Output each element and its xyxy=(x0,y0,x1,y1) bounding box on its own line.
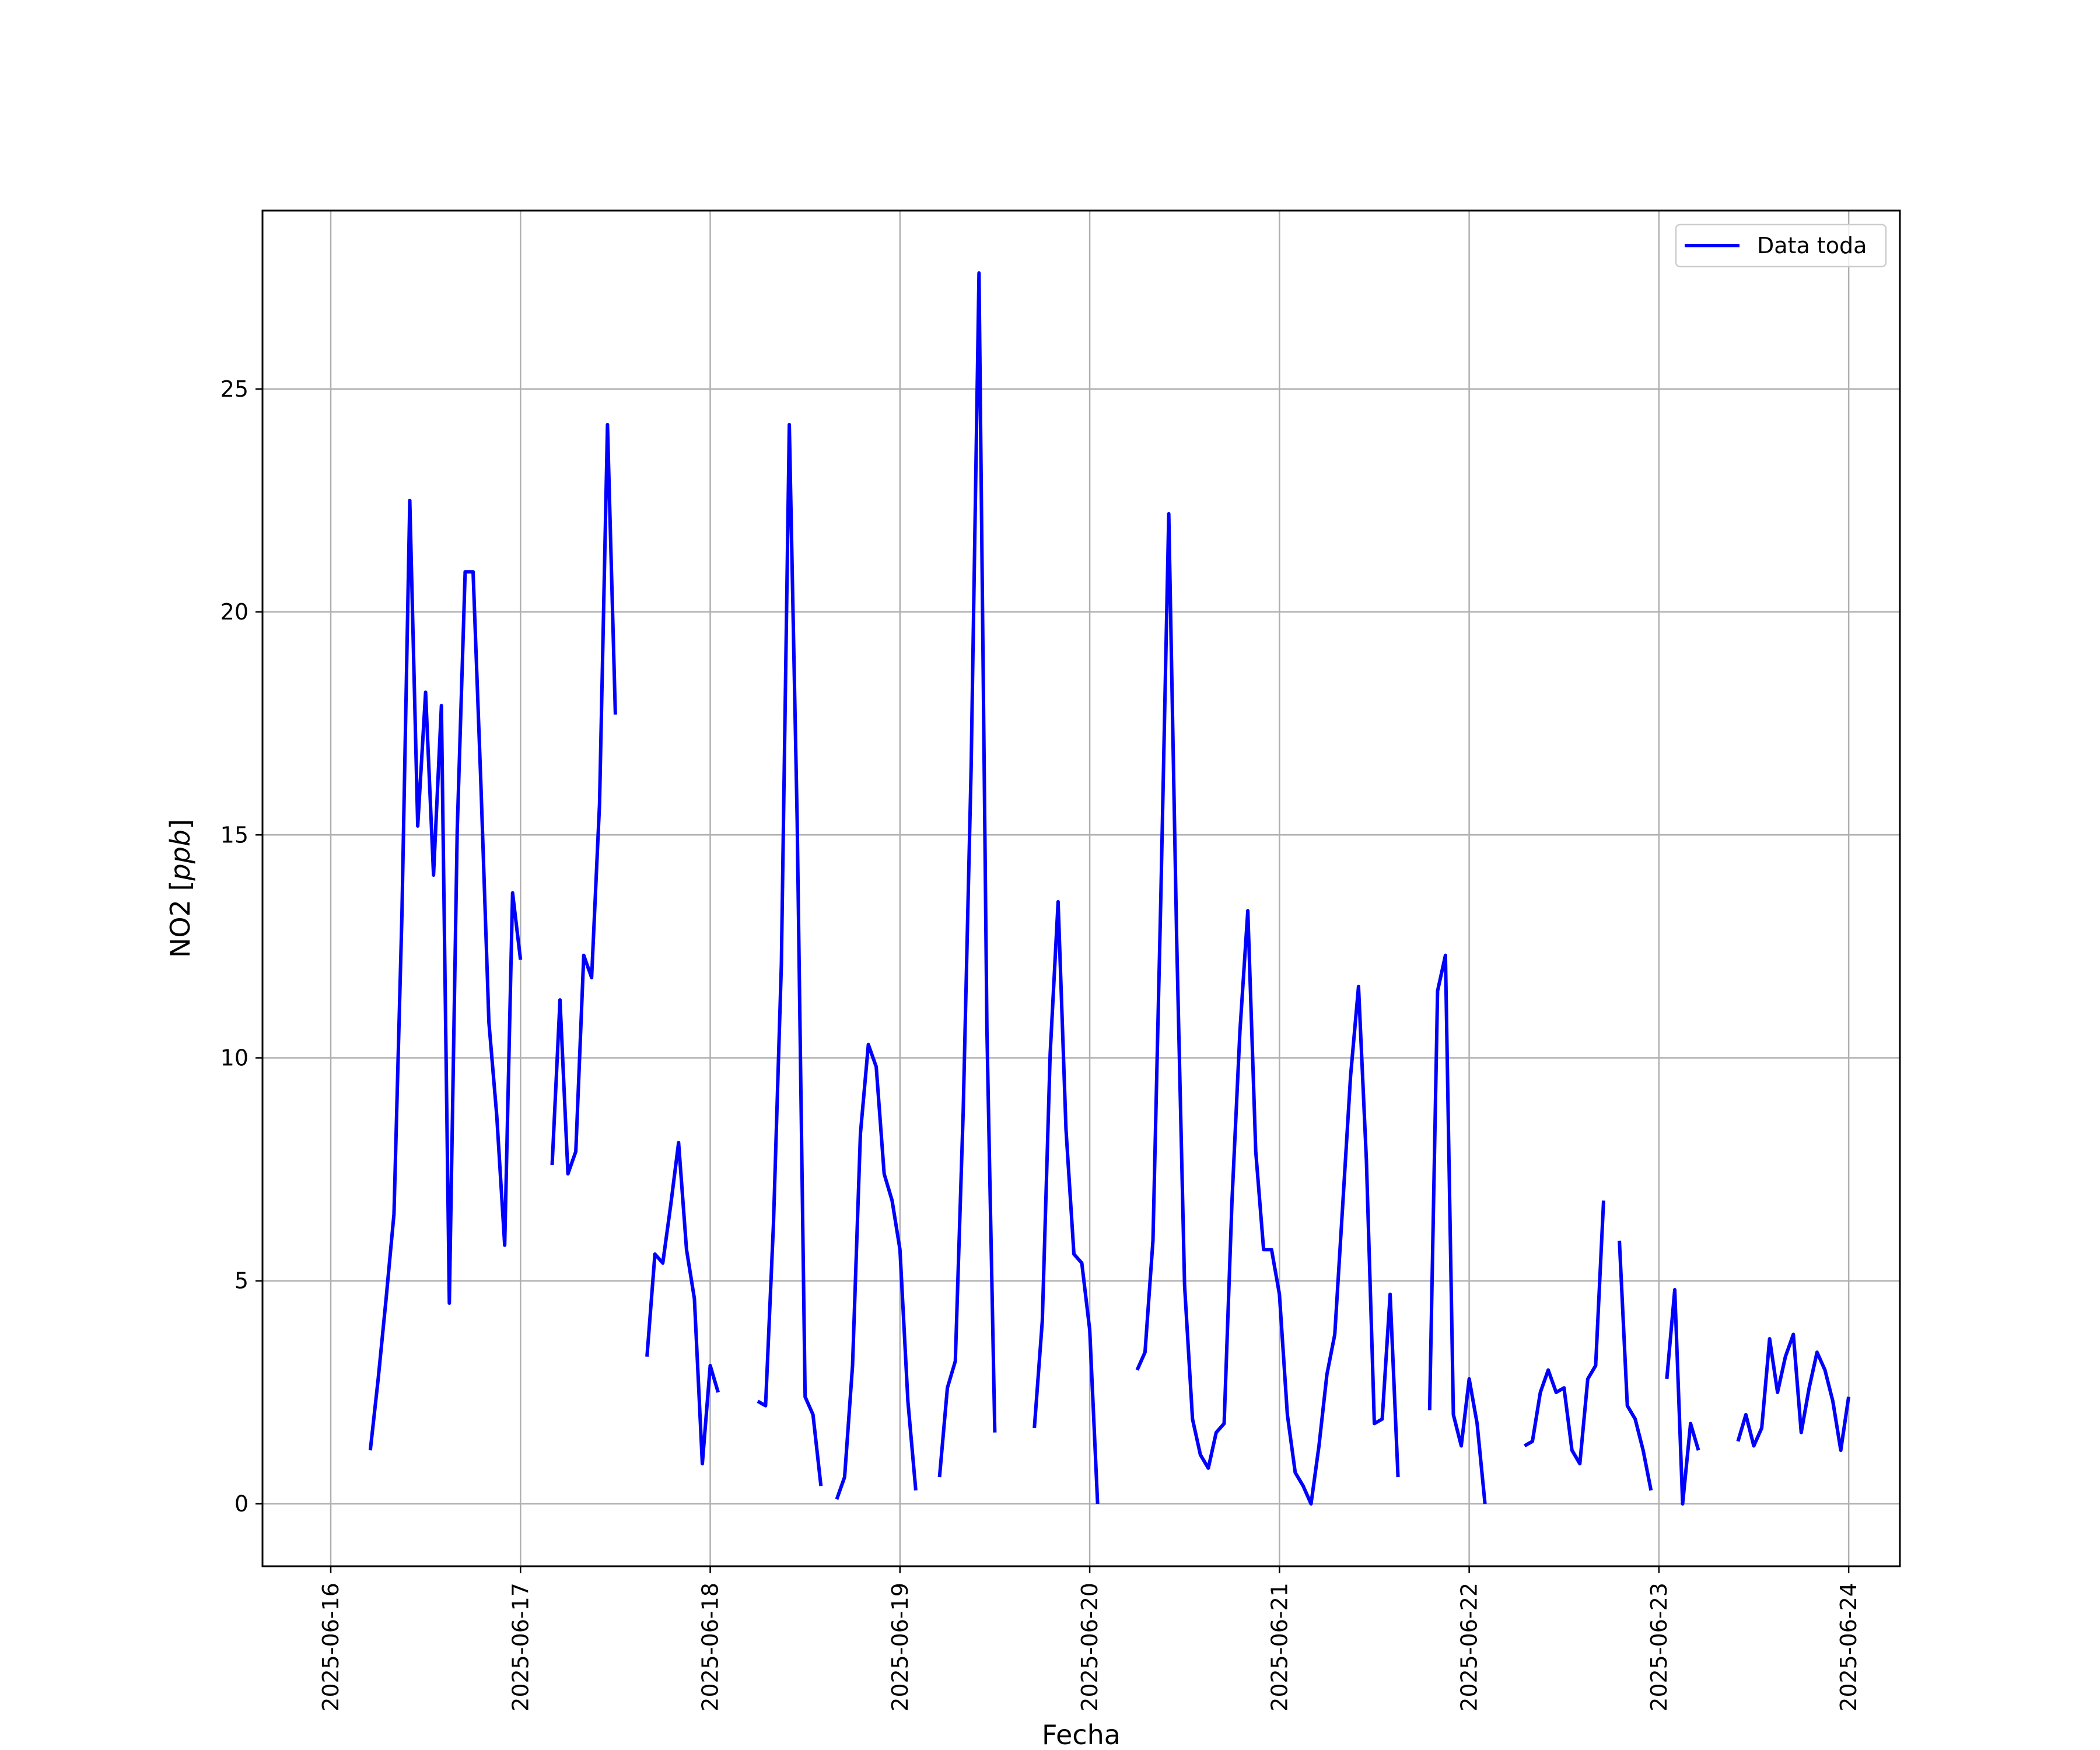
y-tick-label: 0 xyxy=(235,1491,249,1517)
x-tick-label: 2025-06-17 xyxy=(508,1583,533,1712)
series-line-segment xyxy=(1427,953,1487,1504)
series-line-segment xyxy=(1524,1200,1605,1466)
y-axis-label-suffix: ] xyxy=(164,819,196,830)
series-line-segment xyxy=(757,422,823,1486)
x-tick-label: 2025-06-19 xyxy=(887,1583,913,1712)
grid-lines xyxy=(262,211,1900,1566)
y-axis-label-prefix: NO2 [ xyxy=(164,881,196,958)
y-tick-label: 20 xyxy=(220,599,249,625)
series-line-segment xyxy=(368,498,523,1451)
y-tick-label: 25 xyxy=(220,376,249,402)
y-axis-label-unit: ppb xyxy=(164,830,196,881)
series-line-segment xyxy=(550,422,617,1176)
series-line-segment xyxy=(1618,1240,1653,1491)
x-tick-label: 2025-06-18 xyxy=(698,1583,723,1712)
y-tick-label: 15 xyxy=(220,822,249,848)
series-line-segment xyxy=(1135,512,1400,1506)
legend: Data toda xyxy=(1675,223,1887,268)
plot-frame xyxy=(261,209,1901,1567)
x-tick-label: 2025-06-21 xyxy=(1266,1583,1292,1712)
legend-label: Data toda xyxy=(1757,233,1867,258)
x-tick-label: 2025-06-20 xyxy=(1077,1583,1102,1712)
x-tick-label: 2025-06-16 xyxy=(318,1583,344,1712)
series-line-segment xyxy=(937,271,997,1478)
x-tick-label: 2025-06-24 xyxy=(1836,1583,1861,1712)
series-line-segment xyxy=(645,1140,720,1466)
y-axis-label: NO2 [ppb] xyxy=(164,819,196,958)
series-line-segment xyxy=(835,1042,918,1500)
y-tick-label: 5 xyxy=(235,1268,249,1294)
series-line-segment xyxy=(1736,1332,1851,1452)
x-axis-ticks: 2025-06-16 2025-06-17 2025-06-18 2025-06-19… xyxy=(318,1566,1861,1712)
series-line-segment xyxy=(1032,900,1100,1504)
x-tick-label: 2025-06-23 xyxy=(1646,1583,1672,1712)
x-axis-label: Fecha xyxy=(1042,1719,1121,1750)
series-layer xyxy=(368,271,1851,1506)
x-tick-label: 2025-06-22 xyxy=(1457,1583,1482,1712)
series-data-toda xyxy=(368,271,1851,1506)
legend-box xyxy=(1675,223,1887,268)
y-tick-label: 10 xyxy=(220,1045,249,1071)
y-axis-ticks: 0 5 10 15 20 25 xyxy=(220,376,262,1517)
series-line-segment xyxy=(1665,1288,1700,1506)
